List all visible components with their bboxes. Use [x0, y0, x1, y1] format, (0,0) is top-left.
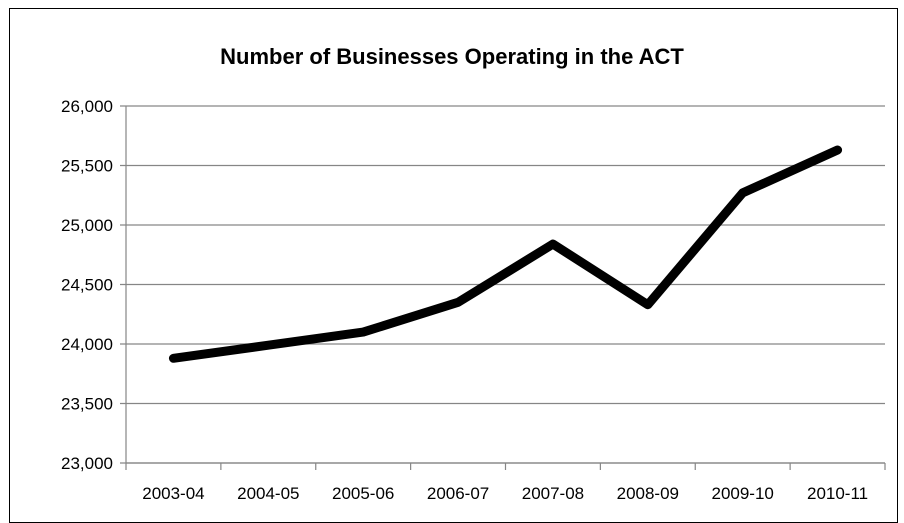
y-tick-label: 23,500 — [61, 395, 113, 414]
y-tick-label: 24,000 — [61, 335, 113, 354]
series-layer — [173, 150, 837, 358]
y-tick-label: 25,000 — [61, 216, 113, 235]
x-tick-label: 2007-08 — [522, 484, 584, 503]
x-tick-label: 2008-09 — [617, 484, 679, 503]
y-tick-label: 23,000 — [61, 454, 113, 473]
y-tick-label: 25,500 — [61, 157, 113, 176]
x-tick-label: 2010-11 — [807, 484, 868, 503]
x-tick-label: 2005-06 — [332, 484, 394, 503]
y-tick-label: 24,500 — [61, 276, 113, 295]
x-tick-label: 2006-07 — [427, 484, 489, 503]
x-tick-label: 2009-10 — [711, 484, 773, 503]
axis-layer — [126, 106, 885, 470]
x-tick-label: 2003-04 — [142, 484, 204, 503]
grid-layer — [120, 106, 885, 463]
series-line — [173, 150, 837, 358]
y-tick-label: 26,000 — [61, 97, 113, 116]
x-tick-label: 2004-05 — [237, 484, 299, 503]
